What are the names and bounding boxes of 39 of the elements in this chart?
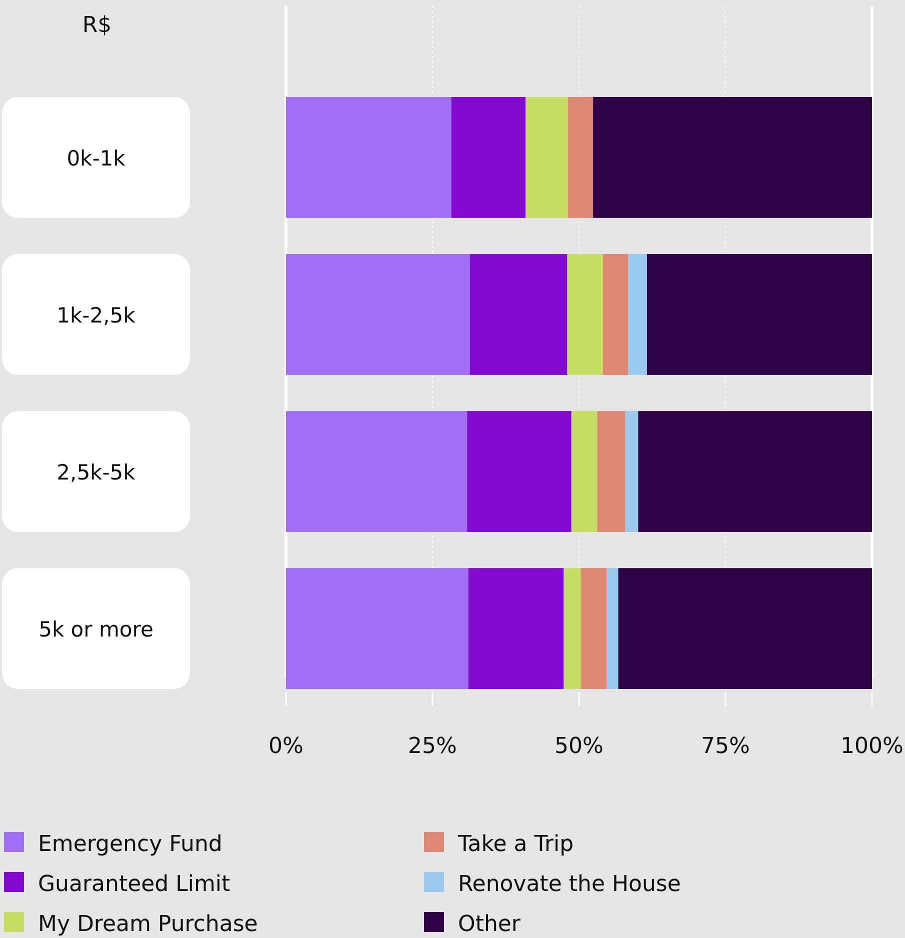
bar	[580, 568, 607, 689]
x-tick-label: 0%	[268, 734, 304, 759]
x-tick-label: 25%	[408, 734, 457, 759]
bar	[467, 411, 572, 532]
y-axis-title: R$	[82, 13, 112, 38]
bar	[606, 568, 618, 689]
bar	[468, 568, 564, 689]
bar	[286, 97, 452, 218]
legend-label: Other	[458, 912, 522, 937]
bar	[286, 254, 470, 375]
bar	[571, 411, 598, 532]
legend-label: My Dream Purchase	[38, 912, 258, 937]
bar	[603, 254, 628, 375]
bar	[628, 254, 647, 375]
legend-label: Renovate the House	[458, 872, 681, 897]
x-tick-label: 100%	[840, 734, 904, 759]
bar	[470, 254, 568, 375]
legend-label: Guaranteed Limit	[38, 872, 231, 897]
y-tick-label: 2,5k-5k	[56, 460, 136, 485]
legend-label: Emergency Fund	[38, 832, 222, 857]
bar	[618, 568, 872, 689]
y-tick-label: 0k-1k	[66, 146, 126, 170]
bar	[646, 254, 872, 375]
y-tick-label: 5k or more	[38, 618, 154, 642]
bar	[625, 411, 638, 532]
bar	[286, 568, 468, 689]
bar	[564, 568, 581, 689]
bar	[451, 97, 526, 218]
bar	[597, 411, 626, 532]
bar	[568, 97, 594, 218]
bar	[286, 411, 468, 532]
legend-label: Take a Trip	[457, 832, 574, 857]
bar	[567, 254, 604, 375]
y-tick-label: 1k-2,5k	[56, 303, 136, 328]
bar	[593, 97, 872, 218]
bar	[526, 97, 568, 218]
x-tick-label: 50%	[554, 734, 604, 759]
bar	[638, 411, 872, 532]
x-tick-label: 75%	[701, 734, 750, 759]
